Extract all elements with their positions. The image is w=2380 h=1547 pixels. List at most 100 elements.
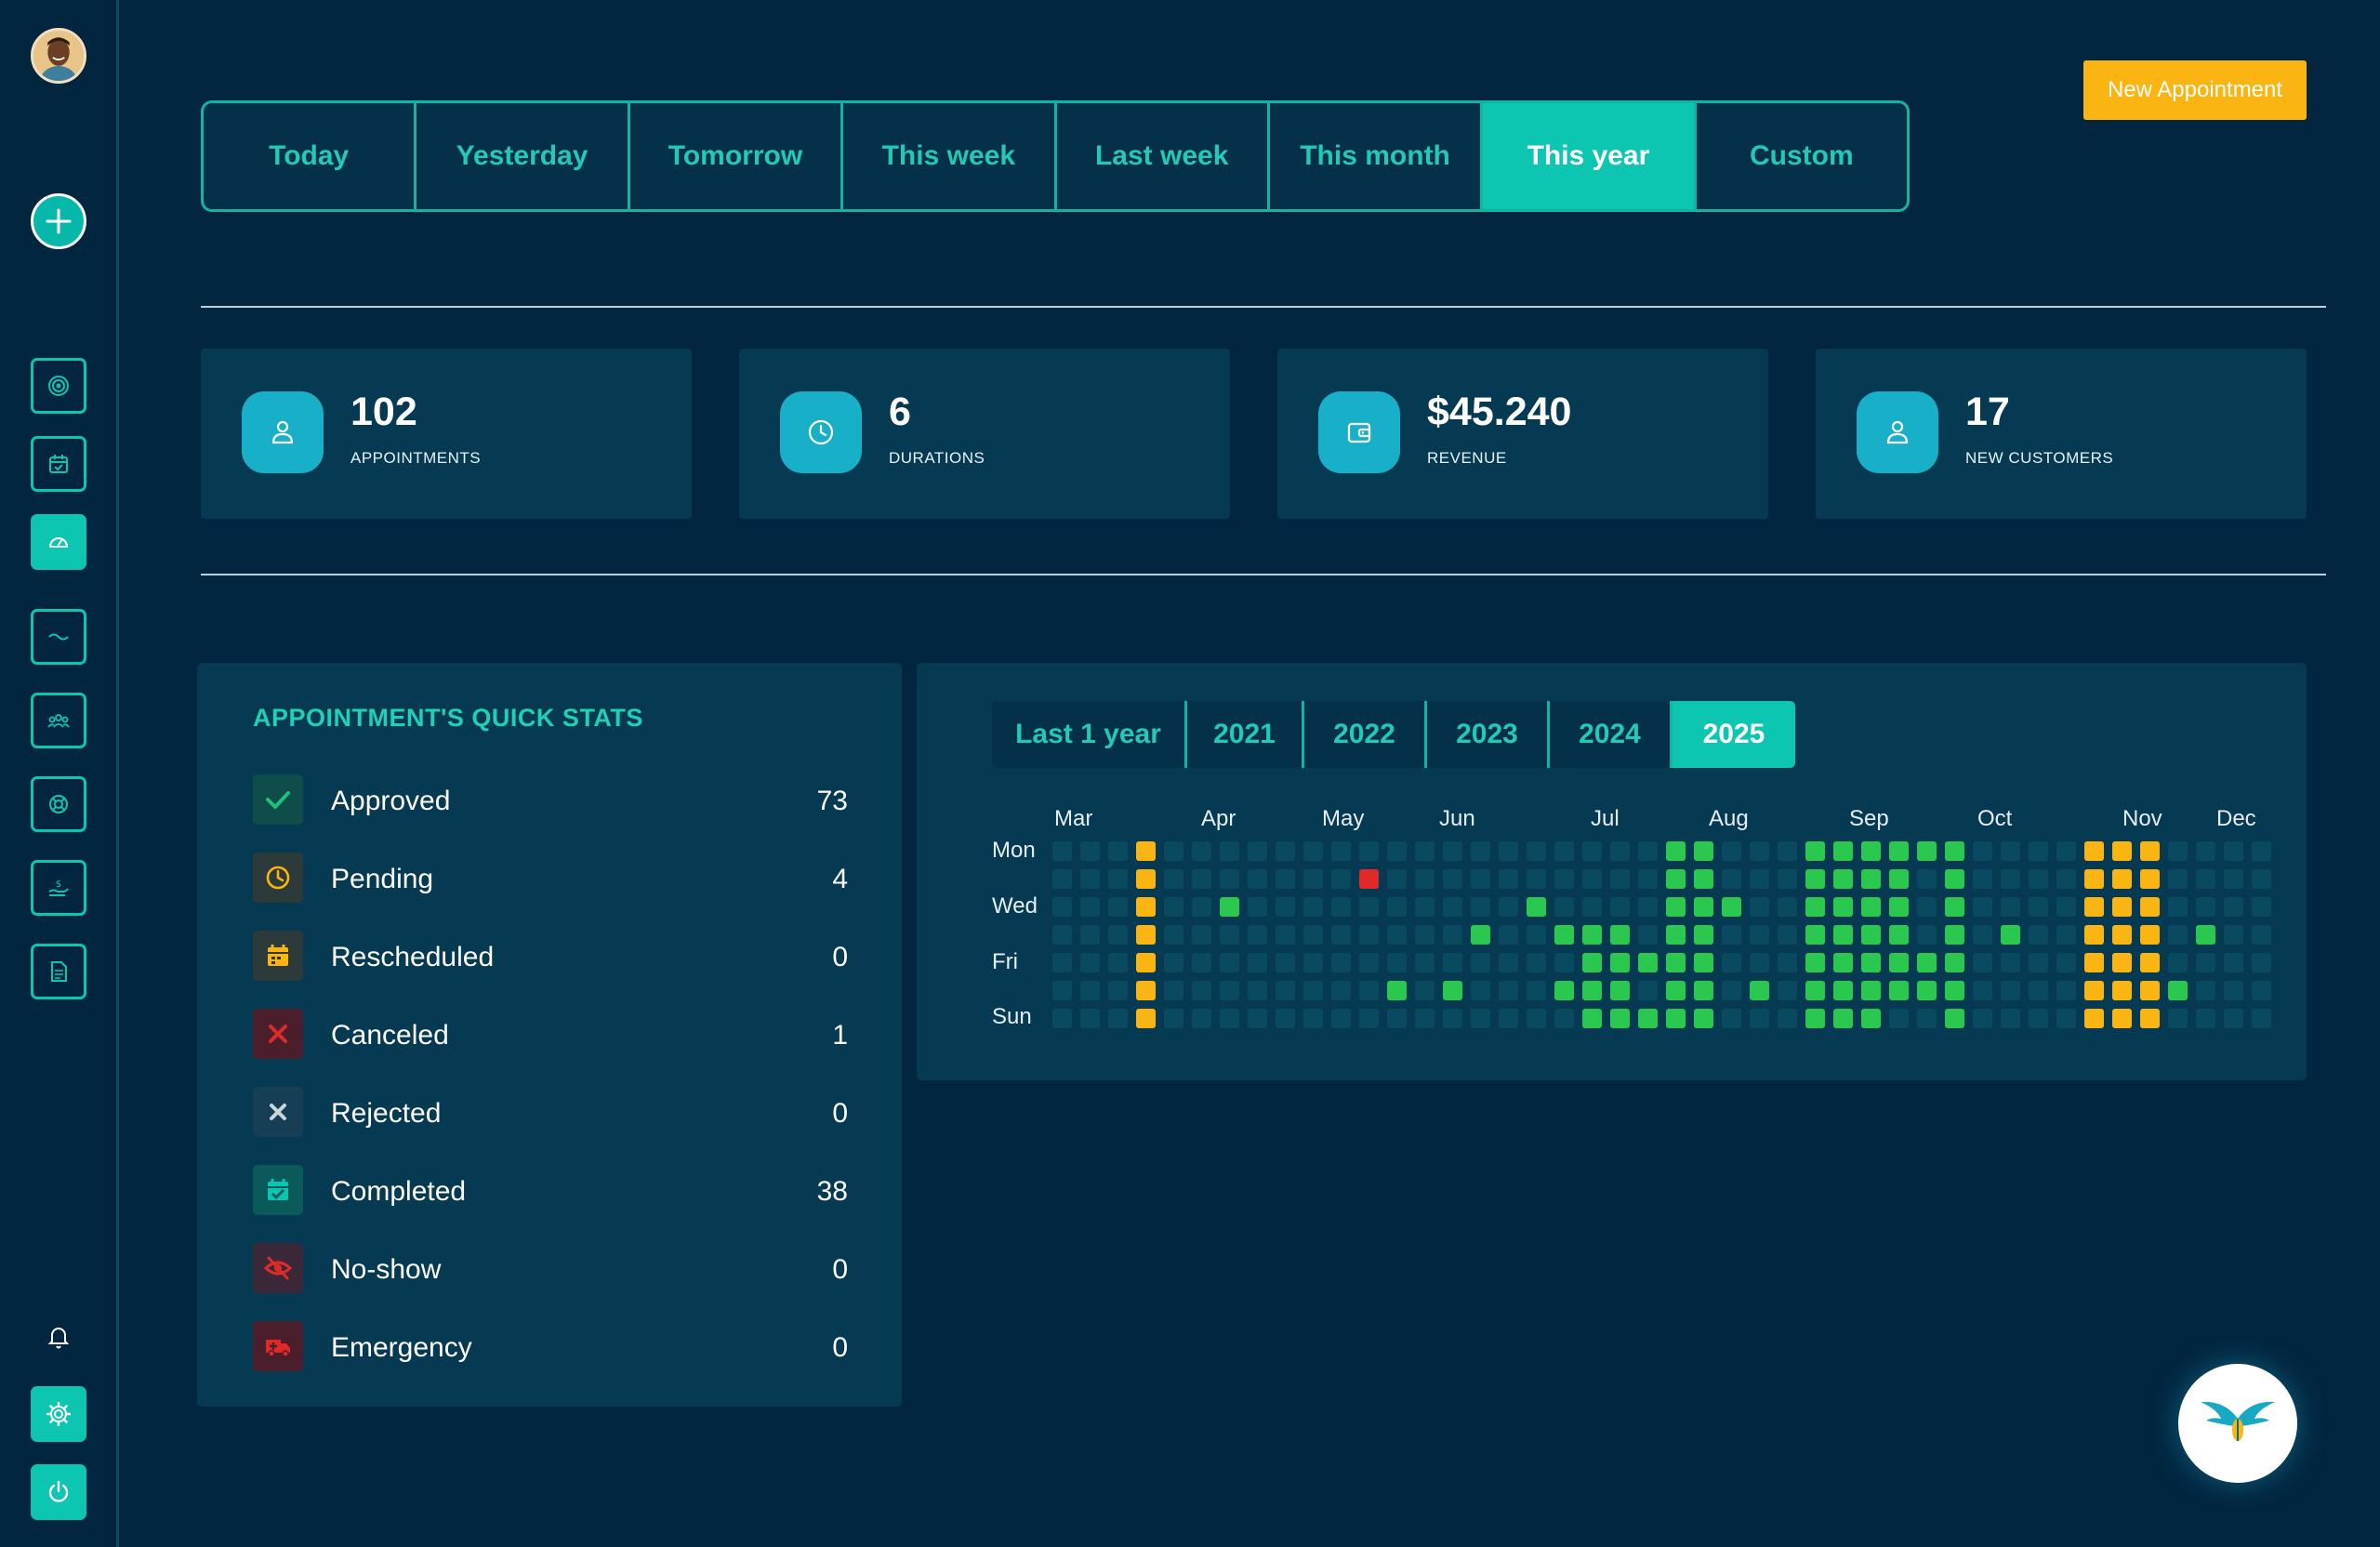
heatmap-cell[interactable] xyxy=(1499,981,1518,1000)
year-tab-last-1-year[interactable]: Last 1 year xyxy=(992,701,1187,768)
heatmap-cell[interactable] xyxy=(1359,981,1379,1000)
heatmap-cell[interactable] xyxy=(1889,981,1909,1000)
heatmap-cell[interactable] xyxy=(1945,841,1964,861)
heatmap-cell[interactable] xyxy=(1666,841,1686,861)
heatmap-cell[interactable] xyxy=(1805,869,1825,889)
heatmap-cell[interactable] xyxy=(2084,897,2104,917)
heatmap-cell[interactable] xyxy=(2224,841,2243,861)
heatmap-cell[interactable] xyxy=(1778,869,1797,889)
heatmap-cell[interactable] xyxy=(2196,897,2215,917)
heatmap-cell[interactable] xyxy=(1750,1009,1769,1028)
heatmap-cell[interactable] xyxy=(1917,841,1937,861)
tab-this-year[interactable]: This year xyxy=(1483,103,1697,209)
heatmap-cell[interactable] xyxy=(1248,925,1267,945)
heatmap-cell[interactable] xyxy=(1973,841,1992,861)
heatmap-cell[interactable] xyxy=(2140,953,2160,972)
heatmap-cell[interactable] xyxy=(2252,925,2271,945)
heatmap-cell[interactable] xyxy=(1666,981,1686,1000)
heatmap-cell[interactable] xyxy=(1248,1009,1267,1028)
heatmap-cell[interactable] xyxy=(2056,981,2076,1000)
heatmap-cell[interactable] xyxy=(1164,841,1183,861)
heatmap-cell[interactable] xyxy=(1471,1009,1490,1028)
heatmap-cell[interactable] xyxy=(1778,953,1797,972)
heatmap-cell[interactable] xyxy=(1387,841,1407,861)
heatmap-cell[interactable] xyxy=(1415,953,1435,972)
heatmap-cell[interactable] xyxy=(1276,897,1295,917)
heatmap-cell[interactable] xyxy=(1164,869,1183,889)
heatmap-cell[interactable] xyxy=(1610,925,1630,945)
heatmap-cell[interactable] xyxy=(1359,1009,1379,1028)
heatmap-cell[interactable] xyxy=(1694,897,1713,917)
heatmap-cell[interactable] xyxy=(1750,981,1769,1000)
help-assistant-button[interactable] xyxy=(2178,1364,2297,1483)
heatmap-cell[interactable] xyxy=(2084,981,2104,1000)
heatmap-cell[interactable] xyxy=(1527,869,1546,889)
heatmap-cell[interactable] xyxy=(2196,869,2215,889)
heatmap-cell[interactable] xyxy=(1527,953,1546,972)
heatmap-cell[interactable] xyxy=(1080,841,1100,861)
heatmap-cell[interactable] xyxy=(1136,981,1156,1000)
heatmap-cell[interactable] xyxy=(1805,897,1825,917)
heatmap-cell[interactable] xyxy=(1276,869,1295,889)
heatmap-cell[interactable] xyxy=(1527,925,1546,945)
sidebar-item-payment[interactable]: $ xyxy=(31,860,86,916)
heatmap-cell[interactable] xyxy=(1080,869,1100,889)
heatmap-cell[interactable] xyxy=(1331,981,1351,1000)
heatmap-cell[interactable] xyxy=(1052,981,1072,1000)
heatmap-cell[interactable] xyxy=(1220,925,1239,945)
heatmap-cell[interactable] xyxy=(2168,925,2188,945)
sidebar-item-dashboard[interactable] xyxy=(31,514,86,570)
heatmap-cell[interactable] xyxy=(1554,981,1574,1000)
heatmap-cell[interactable] xyxy=(2224,869,2243,889)
logout-button[interactable] xyxy=(31,1464,86,1520)
heatmap-cell[interactable] xyxy=(1610,897,1630,917)
heatmap-cell[interactable] xyxy=(2140,925,2160,945)
heatmap-cell[interactable] xyxy=(1192,841,1211,861)
heatmap-cell[interactable] xyxy=(2224,897,2243,917)
heatmap-cell[interactable] xyxy=(2252,1009,2271,1028)
tab-today[interactable]: Today xyxy=(204,103,417,209)
heatmap-cell[interactable] xyxy=(1861,953,1881,972)
heatmap-cell[interactable] xyxy=(1778,897,1797,917)
heatmap-cell[interactable] xyxy=(1276,925,1295,945)
heatmap-cell[interactable] xyxy=(1889,841,1909,861)
heatmap-cell[interactable] xyxy=(1833,925,1853,945)
heatmap-cell[interactable] xyxy=(2029,841,2048,861)
heatmap-cell[interactable] xyxy=(2252,841,2271,861)
heatmap-cell[interactable] xyxy=(1722,981,1741,1000)
heatmap-cell[interactable] xyxy=(1108,897,1128,917)
heatmap-cell[interactable] xyxy=(1805,841,1825,861)
heatmap-cell[interactable] xyxy=(1722,953,1741,972)
heatmap-cell[interactable] xyxy=(1331,953,1351,972)
tab-tomorrow[interactable]: Tomorrow xyxy=(630,103,844,209)
heatmap-cell[interactable] xyxy=(1303,981,1323,1000)
notifications-button[interactable] xyxy=(43,1321,74,1353)
heatmap-cell[interactable] xyxy=(1080,897,1100,917)
heatmap-cell[interactable] xyxy=(1833,897,1853,917)
heatmap-cell[interactable] xyxy=(1443,869,1462,889)
heatmap-cell[interactable] xyxy=(1220,869,1239,889)
heatmap-cell[interactable] xyxy=(2168,897,2188,917)
heatmap-cell[interactable] xyxy=(1387,925,1407,945)
heatmap-cell[interactable] xyxy=(1359,841,1379,861)
heatmap-cell[interactable] xyxy=(1080,925,1100,945)
heatmap-cell[interactable] xyxy=(1331,1009,1351,1028)
heatmap-cell[interactable] xyxy=(2112,1009,2132,1028)
heatmap-cell[interactable] xyxy=(1917,869,1937,889)
heatmap-cell[interactable] xyxy=(1861,1009,1881,1028)
heatmap-cell[interactable] xyxy=(1610,841,1630,861)
heatmap-cell[interactable] xyxy=(1666,897,1686,917)
heatmap-cell[interactable] xyxy=(1582,1009,1602,1028)
sidebar-item-calendar[interactable] xyxy=(31,436,86,492)
heatmap-cell[interactable] xyxy=(1638,925,1658,945)
year-tab-2024[interactable]: 2024 xyxy=(1550,701,1673,768)
heatmap-cell[interactable] xyxy=(1136,869,1156,889)
heatmap-cell[interactable] xyxy=(2112,953,2132,972)
heatmap-cell[interactable] xyxy=(2001,925,2020,945)
heatmap-cell[interactable] xyxy=(1694,869,1713,889)
heatmap-cell[interactable] xyxy=(1248,953,1267,972)
heatmap-cell[interactable] xyxy=(1778,981,1797,1000)
heatmap-cell[interactable] xyxy=(1527,1009,1546,1028)
heatmap-cell[interactable] xyxy=(1108,925,1128,945)
heatmap-cell[interactable] xyxy=(1192,953,1211,972)
